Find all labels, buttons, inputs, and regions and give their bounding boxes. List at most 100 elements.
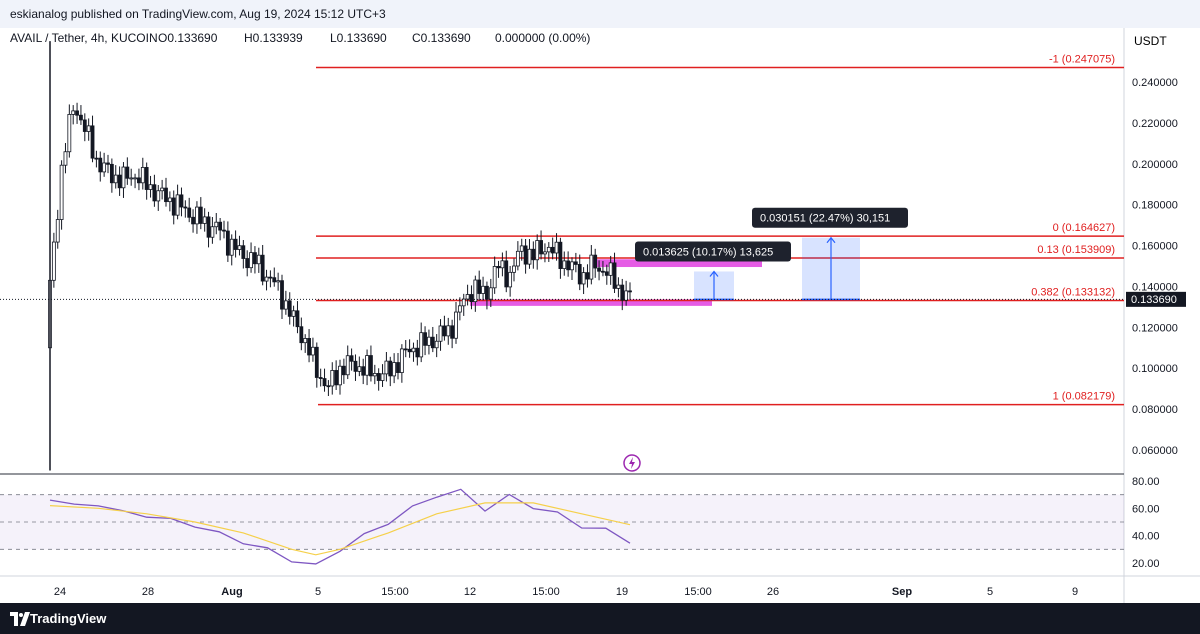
- measure-label-box: [752, 207, 908, 228]
- candle-body: [442, 325, 447, 337]
- candlesticks: [48, 41, 632, 471]
- price-chart[interactable]: AVAIL / Tether, 4h, KUCOIN O0.133690 H0.…: [0, 28, 1200, 603]
- candle-body: [148, 184, 153, 190]
- price-tick-label: 0.060000: [1132, 445, 1178, 457]
- candle-body: [562, 260, 567, 269]
- candle-body: [79, 114, 83, 121]
- price-tick-label: 0.160000: [1132, 241, 1178, 253]
- candle-body: [67, 114, 72, 153]
- candle-body: [222, 229, 226, 232]
- time-tick-label: 9: [1072, 586, 1078, 598]
- candle-body: [117, 174, 122, 189]
- candle-body: [75, 110, 79, 116]
- candle-body: [365, 355, 369, 376]
- candle-body: [90, 125, 95, 159]
- candle-body: [353, 360, 358, 372]
- candle-body: [396, 362, 400, 373]
- candle-body: [299, 326, 304, 344]
- candle-body: [195, 206, 199, 225]
- candle-body: [624, 290, 629, 301]
- candle-body: [133, 177, 137, 180]
- candle-body: [59, 164, 64, 220]
- candle-body: [55, 219, 60, 243]
- last-price-tag: 0.133690: [1126, 291, 1186, 307]
- ohlc-close: C0.133690: [412, 31, 471, 45]
- candle-body: [121, 166, 126, 189]
- candle-body: [349, 355, 354, 362]
- currency-label[interactable]: USDT: [1126, 30, 1196, 52]
- candle-body: [51, 241, 56, 281]
- candle-body: [388, 360, 393, 377]
- candle-body: [469, 294, 474, 303]
- fib-level-label: 0.13 (0.153909): [1037, 244, 1115, 256]
- candle-body: [573, 261, 578, 265]
- candle-body: [492, 266, 497, 289]
- candle-body: [485, 285, 489, 300]
- candle-body: [508, 271, 513, 288]
- rsi-tick-label: 80.00: [1132, 476, 1160, 488]
- candle-body: [597, 267, 601, 272]
- candle-body: [585, 272, 590, 280]
- time-tick-label: 19: [616, 586, 628, 598]
- measure-tools[interactable]: 0.013625 (10.17%) 13,625 0.030151 (22.47%…: [635, 207, 908, 301]
- candle-body: [527, 248, 532, 265]
- candle-body: [198, 206, 203, 224]
- rsi-ma-line: [49, 502, 631, 556]
- candle-body: [94, 157, 99, 160]
- candle-body: [500, 260, 505, 269]
- candle-body: [546, 246, 551, 253]
- price-tick-label: 0.120000: [1132, 322, 1178, 334]
- candle-body: [403, 348, 408, 351]
- candle-body: [129, 177, 134, 180]
- footer-bar: TradingView: [0, 603, 1200, 634]
- lightning-icon[interactable]: [623, 454, 641, 472]
- candle-body: [601, 270, 605, 273]
- candle-body: [438, 325, 443, 342]
- candle-body: [450, 325, 455, 339]
- candle-body: [295, 310, 300, 328]
- candle-body: [156, 190, 161, 202]
- candle-body: [214, 221, 219, 228]
- price-axis-ticks: 0.240000 0.220000 0.200000 0.180000 0.160000…: [1132, 77, 1178, 570]
- candle-body: [345, 355, 350, 376]
- candle-body: [535, 240, 540, 261]
- candle-body: [577, 264, 582, 285]
- candle-body: [206, 216, 211, 238]
- rsi-tick-label: 40.00: [1132, 531, 1160, 543]
- candle-body: [369, 355, 373, 377]
- rsi-line: [49, 488, 631, 565]
- candle-body: [171, 197, 176, 216]
- time-tick-label: 5: [315, 586, 321, 598]
- candle-body: [264, 276, 269, 282]
- candle-body: [98, 157, 103, 173]
- candle-body: [314, 346, 319, 378]
- time-tick-label: 15:00: [381, 586, 409, 598]
- candle-body: [515, 250, 520, 267]
- candle-body: [291, 310, 296, 317]
- rsi-tick-label: 60.00: [1132, 503, 1160, 515]
- candle-body: [287, 300, 292, 317]
- highlight-zones[interactable]: [470, 259, 762, 306]
- symbol-name[interactable]: AVAIL / Tether, 4h, KUCOIN: [10, 31, 158, 45]
- candle-body: [581, 272, 586, 285]
- candle-body: [380, 373, 385, 381]
- last-price-text: 0.133690: [1131, 294, 1177, 306]
- candle-body: [531, 248, 536, 261]
- currency-box[interactable]: [1126, 30, 1196, 52]
- time-tick-label: 5: [987, 586, 993, 598]
- candle-body: [620, 284, 625, 301]
- publish-header: eskianalog published on TradingView.com,…: [0, 0, 1200, 28]
- candle-body: [102, 162, 107, 173]
- candle-body: [372, 373, 377, 377]
- candle-body: [326, 385, 331, 388]
- tradingview-logo-icon[interactable]: [10, 612, 30, 626]
- time-tick-label: 15:00: [684, 586, 712, 598]
- candle-body: [628, 290, 632, 293]
- candle-body: [543, 251, 547, 255]
- candle-body: [283, 300, 288, 310]
- candle-body: [539, 240, 543, 255]
- price-tick-label: 0.180000: [1132, 200, 1178, 212]
- footer-brand[interactable]: TradingView: [30, 611, 107, 626]
- candle-body: [608, 262, 613, 276]
- measure-label-box: [635, 241, 791, 262]
